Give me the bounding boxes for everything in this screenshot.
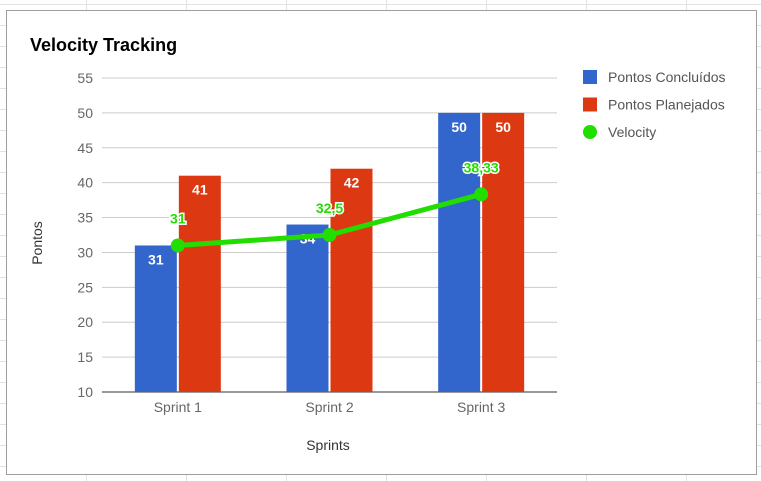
velocity-point — [474, 187, 489, 202]
x-axis-label: Sprints — [306, 437, 350, 453]
y-tick-label: 45 — [77, 140, 93, 156]
bar — [482, 112, 525, 392]
velocity-data-label: 31 — [170, 210, 186, 226]
legend: Pontos Concluídos Pontos Planejados Veloci… — [583, 69, 726, 140]
chart-container[interactable] — [6, 10, 757, 475]
x-tick-label: Sprint 1 — [154, 399, 202, 415]
velocity-data-label: 38,33 — [464, 159, 499, 175]
y-tick-label: 30 — [77, 244, 93, 260]
legend-swatch — [583, 97, 597, 112]
bar — [438, 112, 481, 392]
bar-data-label: 50 — [451, 119, 467, 135]
y-tick-label: 50 — [77, 105, 93, 121]
x-tick-label: Sprint 2 — [305, 399, 353, 415]
velocity-line-group: 31 32,5 38,33 — [169, 158, 500, 253]
legend-label: Velocity — [608, 124, 656, 140]
y-tick-label: 40 — [77, 175, 93, 191]
y-tick-label: 20 — [77, 314, 93, 330]
y-tick-label: 55 — [77, 70, 93, 86]
bar — [134, 245, 177, 392]
bar-data-label: 41 — [192, 182, 208, 198]
x-tick-label: Sprint 3 — [457, 399, 505, 415]
bar — [286, 224, 329, 392]
bar-data-label: 31 — [148, 251, 164, 267]
chart-title: Velocity Tracking — [30, 35, 177, 55]
y-tick-label: 35 — [77, 210, 93, 226]
y-tick-label: 25 — [77, 279, 93, 295]
y-axis-label: Pontos — [29, 221, 45, 265]
legend-label: Pontos Planejados — [608, 97, 725, 113]
y-tick-label: 10 — [77, 384, 93, 400]
bar — [178, 175, 221, 392]
y-tick-label: 15 — [77, 349, 93, 365]
velocity-data-label: 32,5 — [316, 200, 343, 216]
bar — [330, 168, 373, 392]
bar-data-label: 42 — [344, 175, 360, 191]
velocity-point — [170, 238, 185, 253]
legend-label: Pontos Concluídos — [608, 69, 726, 85]
x-axis-ticks: Sprint 1 Sprint 2 Sprint 3 — [154, 399, 506, 415]
legend-swatch — [583, 70, 597, 84]
gridlines — [102, 77, 557, 393]
y-axis-ticks: 10 15 20 25 30 35 40 45 50 55 — [77, 70, 93, 400]
velocity-point — [322, 228, 337, 242]
bar-data-label: 50 — [495, 119, 511, 135]
legend-swatch — [583, 125, 597, 139]
